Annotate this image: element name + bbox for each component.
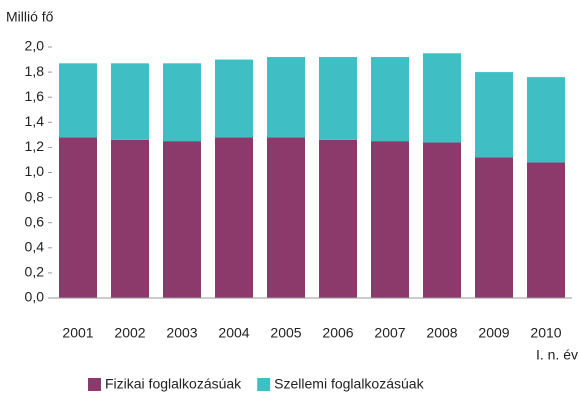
y-tick-label: 0,6 — [25, 213, 45, 229]
legend-label: Szellemi foglalkozásúak — [274, 376, 424, 392]
bar-segment — [59, 63, 97, 138]
y-tick-label: 1,8 — [25, 63, 45, 79]
x-tick-label: 2008 — [426, 325, 457, 341]
y-tick-label: 0,8 — [25, 188, 45, 204]
annotation: I. n. év — [536, 347, 578, 363]
bar-segment — [215, 59, 253, 138]
legend-label: Fizikai foglalkozásúak — [105, 376, 242, 392]
x-tick-label: 2010 — [530, 325, 561, 341]
bar-segment — [319, 57, 357, 140]
bar-segment — [267, 57, 305, 138]
x-tick-label: 2003 — [166, 325, 197, 341]
bar-segment — [423, 142, 461, 298]
y-tick-label: 1,0 — [25, 163, 45, 179]
y-tick-label: 2,0 — [25, 38, 45, 54]
bar-segment — [475, 157, 513, 298]
x-tick-label: 2004 — [218, 325, 249, 341]
bar-segment — [215, 137, 253, 298]
x-tick-label: 2002 — [114, 325, 145, 341]
bar-segment — [59, 137, 97, 298]
legend-swatch — [88, 378, 101, 391]
y-tick-label: 0,4 — [25, 239, 45, 255]
bar-segment — [371, 141, 409, 298]
legend-swatch — [257, 378, 271, 391]
x-tick-label: 2006 — [322, 325, 353, 341]
bar-segment — [371, 57, 409, 142]
y-tick-label: 1,4 — [25, 113, 45, 129]
bar-segment — [423, 53, 461, 143]
y-tick-label: 1,2 — [25, 138, 45, 154]
bar-segment — [475, 72, 513, 158]
x-tick-label: 2005 — [270, 325, 301, 341]
bar-segment — [111, 63, 149, 140]
x-tick-label: 2007 — [374, 325, 405, 341]
x-tick-label: 2009 — [478, 325, 509, 341]
bar-segment — [319, 139, 357, 298]
y-tick-label: 0,2 — [25, 264, 45, 280]
bar-segment — [527, 77, 565, 163]
x-tick-label: 2001 — [62, 325, 93, 341]
bar-segment — [163, 63, 201, 142]
bar-segment — [527, 162, 565, 298]
y-tick-label: 1,6 — [25, 88, 45, 104]
y-axis-label: Millió fő — [6, 9, 54, 25]
bar-segment — [267, 137, 305, 298]
bar-segment — [163, 141, 201, 298]
bar-segment — [111, 139, 149, 298]
y-tick-label: 0,0 — [25, 289, 45, 305]
